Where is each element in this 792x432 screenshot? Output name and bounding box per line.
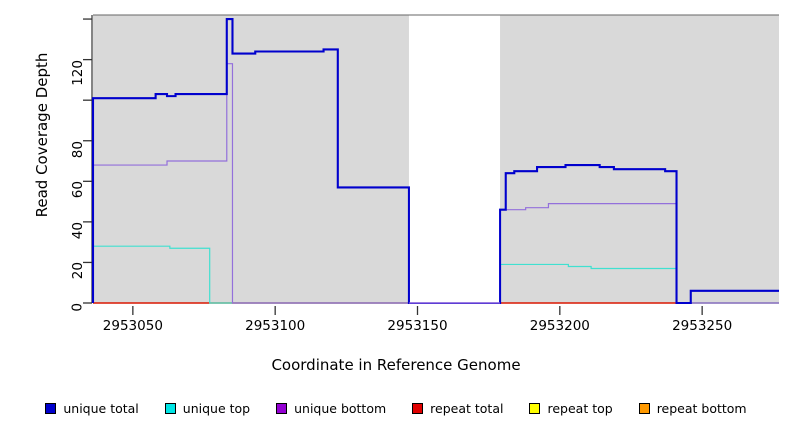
legend-item[interactable]: unique bottom [276, 401, 386, 416]
x-axis-tick-label: 2953250 [672, 318, 733, 334]
x-axis-label: Coordinate in Reference Genome [271, 356, 521, 374]
legend: unique total unique top unique bottom repea… [0, 398, 792, 418]
legend-swatch-icon [412, 402, 424, 414]
legend-swatch-icon [638, 402, 650, 414]
legend-swatch-icon [276, 402, 288, 414]
legend-label: unique bottom [294, 400, 387, 416]
x-axis-tick-label: 2953100 [245, 318, 306, 334]
legend-item[interactable]: unique total [45, 400, 139, 416]
x-axis-tick-label: 2953050 [102, 318, 163, 334]
panel-background-left [93, 15, 409, 303]
legend-item[interactable]: unique top [164, 400, 251, 416]
x-axis-tick-label: 2953150 [387, 318, 448, 334]
legend-item[interactable]: repeat total [412, 401, 503, 416]
legend-label: repeat total [430, 400, 504, 416]
legend-swatch-icon [164, 402, 176, 414]
legend-label: repeat bottom [656, 400, 747, 416]
legend-swatch-icon [45, 402, 57, 414]
legend-label: repeat top [547, 400, 613, 416]
legend-item[interactable]: repeat top [529, 400, 613, 416]
legend-label: unique total [63, 400, 139, 416]
legend-swatch-icon [529, 402, 541, 414]
legend-item[interactable]: repeat bottom [638, 400, 747, 416]
panel-background-right [500, 15, 779, 303]
series-line-unique-total [91, 18, 779, 305]
legend-label: unique top [182, 400, 251, 416]
panel-gap [409, 16, 500, 303]
x-axis-tick-label: 2953200 [529, 318, 590, 334]
